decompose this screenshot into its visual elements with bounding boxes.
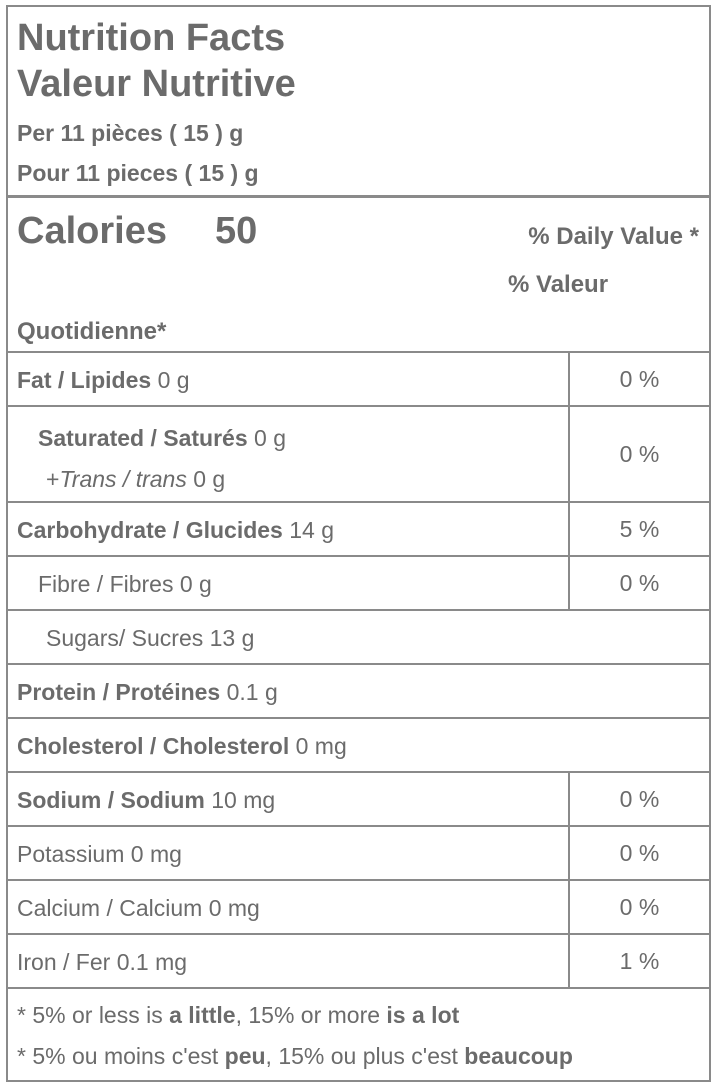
title-fr: Valeur Nutritive bbox=[17, 63, 296, 105]
daily-value-percent: 0 % bbox=[568, 881, 709, 933]
nutrient-name: Fibre / Fibres bbox=[38, 571, 174, 597]
nutrient-name: Cholesterol / Cholesterol bbox=[17, 733, 290, 759]
nutrient-row-potassium: Potassium 0 mg 0 % bbox=[8, 827, 709, 881]
daily-value-heading-fr-cont: Quotidienne* bbox=[17, 318, 167, 345]
nutrient-amount: 0 mg bbox=[130, 841, 182, 867]
daily-value-percent: 5 % bbox=[568, 503, 709, 555]
serving-size-en: Per 11 pièces ( 15 ) g bbox=[17, 120, 244, 146]
daily-value-percent: 0 % bbox=[568, 557, 709, 609]
daily-value-heading-fr: % Valeur bbox=[508, 271, 609, 298]
header-section: Nutrition Facts Valeur Nutritive Per 11 … bbox=[8, 7, 709, 198]
nutrient-name: Iron / Fer bbox=[17, 949, 111, 975]
serving-size-fr: Pour 11 pieces ( 15 ) g bbox=[17, 160, 259, 186]
nutrient-row-fat: Fat / Lipides 0 g 0 % bbox=[8, 353, 709, 407]
nutrient-amount: 0.1 mg bbox=[116, 949, 188, 975]
nutrient-name: Protein / Protéines bbox=[17, 679, 221, 705]
nutrient-amount: 0 g bbox=[193, 466, 226, 492]
nutrient-row-saturated-trans: Saturated / Saturés 0 g +Trans / trans 0… bbox=[8, 407, 709, 503]
nutrient-row-cholesterol: Cholesterol / Cholesterol 0 mg bbox=[8, 719, 709, 773]
nutrition-facts-panel: Nutrition Facts Valeur Nutritive Per 11 … bbox=[6, 5, 711, 1082]
daily-value-percent: 1 % bbox=[568, 935, 709, 987]
nutrient-row-protein: Protein / Protéines 0.1 g bbox=[8, 665, 709, 719]
nutrient-row-fibre: Fibre / Fibres 0 g 0 % bbox=[8, 557, 709, 611]
nutrient-amount: 10 mg bbox=[211, 787, 276, 813]
nutrient-row-sodium: Sodium / Sodium 10 mg 0 % bbox=[8, 773, 709, 827]
footnote-en: * 5% or less is a little, 15% or more is… bbox=[17, 1002, 460, 1028]
nutrient-amount: 0 mg bbox=[295, 733, 347, 759]
daily-value-percent: 0 % bbox=[568, 773, 709, 825]
nutrient-name: Potassium bbox=[17, 841, 125, 867]
nutrient-name: Fat / Lipides bbox=[17, 367, 152, 393]
daily-value-percent: 0 % bbox=[568, 827, 709, 879]
nutrient-row-carbohydrate: Carbohydrate / Glucides 14 g 5 % bbox=[8, 503, 709, 557]
calories-value: 50 bbox=[215, 210, 258, 252]
nutrient-name: Trans / trans bbox=[59, 466, 187, 492]
footnote-fr: * 5% ou moins c'est peu, 15% ou plus c'e… bbox=[17, 1043, 573, 1069]
title-en: Nutrition Facts bbox=[17, 17, 286, 59]
nutrient-amount: 0 mg bbox=[208, 895, 260, 921]
nutrient-amount: 0.1 g bbox=[226, 679, 278, 705]
nutrient-name: Sugars/ Sucres bbox=[46, 625, 204, 651]
nutrient-amount: 13 g bbox=[209, 625, 255, 651]
nutrient-name: Carbohydrate / Glucides bbox=[17, 517, 283, 543]
nutrient-name: Calcium / Calcium bbox=[17, 895, 203, 921]
daily-value-percent: 0 % bbox=[568, 353, 709, 405]
daily-value-heading: % Daily Value * bbox=[528, 223, 699, 250]
nutrient-amount: 0 g bbox=[157, 367, 190, 393]
nutrient-amount: 0 g bbox=[254, 425, 287, 451]
nutrient-row-sugars: Sugars/ Sucres 13 g bbox=[8, 611, 709, 665]
calories-label: Calories bbox=[17, 210, 167, 252]
daily-value-percent: 0 % bbox=[568, 407, 709, 501]
nutrient-row-iron: Iron / Fer 0.1 mg 1 % bbox=[8, 935, 709, 989]
nutrient-amount: 0 g bbox=[179, 571, 212, 597]
nutrient-row-calcium: Calcium / Calcium 0 mg 0 % bbox=[8, 881, 709, 935]
nutrient-amount: 14 g bbox=[289, 517, 335, 543]
nutrient-name: Saturated / Saturés bbox=[38, 425, 248, 451]
calories-section: Calories 50 % Daily Value * % Valeur Quo… bbox=[8, 198, 709, 353]
nutrient-name: Sodium / Sodium bbox=[17, 787, 205, 813]
